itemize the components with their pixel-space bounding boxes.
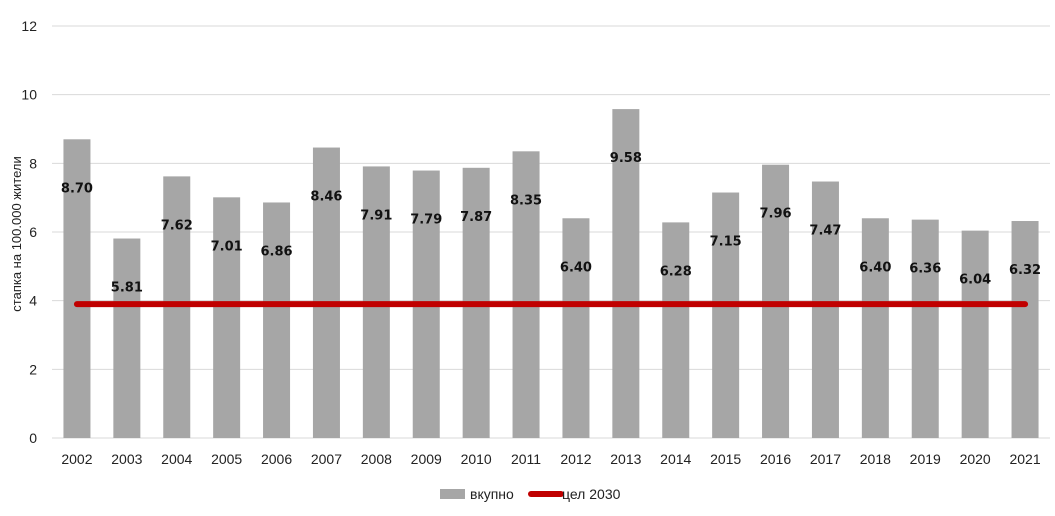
y-axis-ticks: 0 2 4 6 8 10 12 — [21, 18, 37, 446]
data-label: 6.36 — [909, 262, 941, 277]
legend-label: цел 2030 — [562, 486, 621, 502]
x-tick-label: 2008 — [361, 451, 392, 467]
x-tick-label: 2006 — [261, 451, 292, 467]
x-tick-label: 2017 — [810, 451, 841, 467]
data-label: 6.40 — [560, 260, 592, 275]
x-tick-label: 2011 — [511, 451, 541, 467]
bar — [63, 139, 91, 439]
bar — [163, 176, 191, 438]
x-tick-label: 2019 — [910, 451, 941, 467]
y-tick-label: 4 — [29, 293, 37, 309]
data-label: 6.32 — [1009, 263, 1041, 278]
x-tick-label: 2015 — [710, 451, 741, 467]
x-tick-label: 2009 — [411, 451, 442, 467]
y-tick-label: 12 — [21, 18, 37, 34]
bar — [512, 151, 540, 439]
x-tick-label: 2004 — [161, 451, 192, 467]
y-tick-label: 8 — [29, 155, 37, 171]
x-axis-ticks: 2002 2003 2004 2005 2006 2007 2008 2009 2010 2011… — [61, 451, 1040, 467]
legend-label: вкупно — [470, 486, 514, 502]
data-label: 7.15 — [710, 235, 742, 250]
bar — [312, 147, 340, 439]
bar — [612, 109, 640, 438]
legend-swatch-bar — [440, 489, 465, 499]
bar — [562, 218, 590, 438]
y-tick-label: 10 — [21, 87, 37, 103]
data-label: 6.40 — [859, 260, 891, 275]
x-tick-label: 2018 — [860, 451, 891, 467]
y-tick-label: 0 — [29, 430, 37, 446]
data-label: 6.86 — [261, 244, 293, 259]
data-label: 8.70 — [61, 181, 93, 196]
x-tick-label: 2010 — [461, 451, 492, 467]
bar — [961, 230, 989, 438]
data-label: 9.58 — [610, 151, 642, 166]
bar — [1011, 221, 1039, 438]
y-tick-label: 6 — [29, 224, 37, 240]
bar — [712, 192, 740, 438]
bar — [861, 218, 889, 438]
bars — [63, 109, 1039, 439]
bar — [263, 202, 291, 438]
x-tick-label: 2003 — [111, 451, 142, 467]
bar — [911, 219, 939, 438]
data-label: 8.46 — [310, 190, 342, 205]
x-tick-label: 2013 — [610, 451, 641, 467]
data-label: 7.91 — [360, 208, 392, 223]
data-label: 7.87 — [460, 210, 492, 225]
x-tick-label: 2007 — [311, 451, 342, 467]
y-axis-label: стапка на 100.000 жители — [9, 156, 24, 311]
y-tick-label: 2 — [29, 361, 37, 377]
x-tick-label: 2012 — [560, 451, 591, 467]
data-label: 5.81 — [111, 281, 143, 296]
data-label: 7.79 — [410, 213, 442, 228]
data-label: 7.96 — [760, 207, 792, 222]
data-label: 8.35 — [510, 193, 542, 208]
x-tick-label: 2002 — [61, 451, 92, 467]
bar — [113, 238, 141, 438]
bar — [811, 181, 839, 438]
x-tick-label: 2021 — [1009, 451, 1040, 467]
gridlines — [52, 25, 1050, 439]
bar — [662, 222, 690, 438]
data-label: 6.28 — [660, 264, 692, 279]
x-tick-label: 2005 — [211, 451, 242, 467]
data-labels: 8.70 5.81 7.62 7.01 6.86 8.46 7.91 7.79 7.87 8.35… — [61, 151, 1041, 295]
x-tick-label: 2016 — [760, 451, 791, 467]
x-tick-label: 2014 — [660, 451, 691, 467]
bar — [213, 197, 241, 438]
data-label: 7.01 — [211, 239, 243, 254]
x-tick-label: 2020 — [960, 451, 991, 467]
data-label: 7.62 — [161, 218, 193, 233]
data-label: 6.04 — [959, 273, 991, 288]
legend: вкупно цел 2030 — [440, 486, 621, 502]
data-label: 7.47 — [809, 224, 841, 239]
